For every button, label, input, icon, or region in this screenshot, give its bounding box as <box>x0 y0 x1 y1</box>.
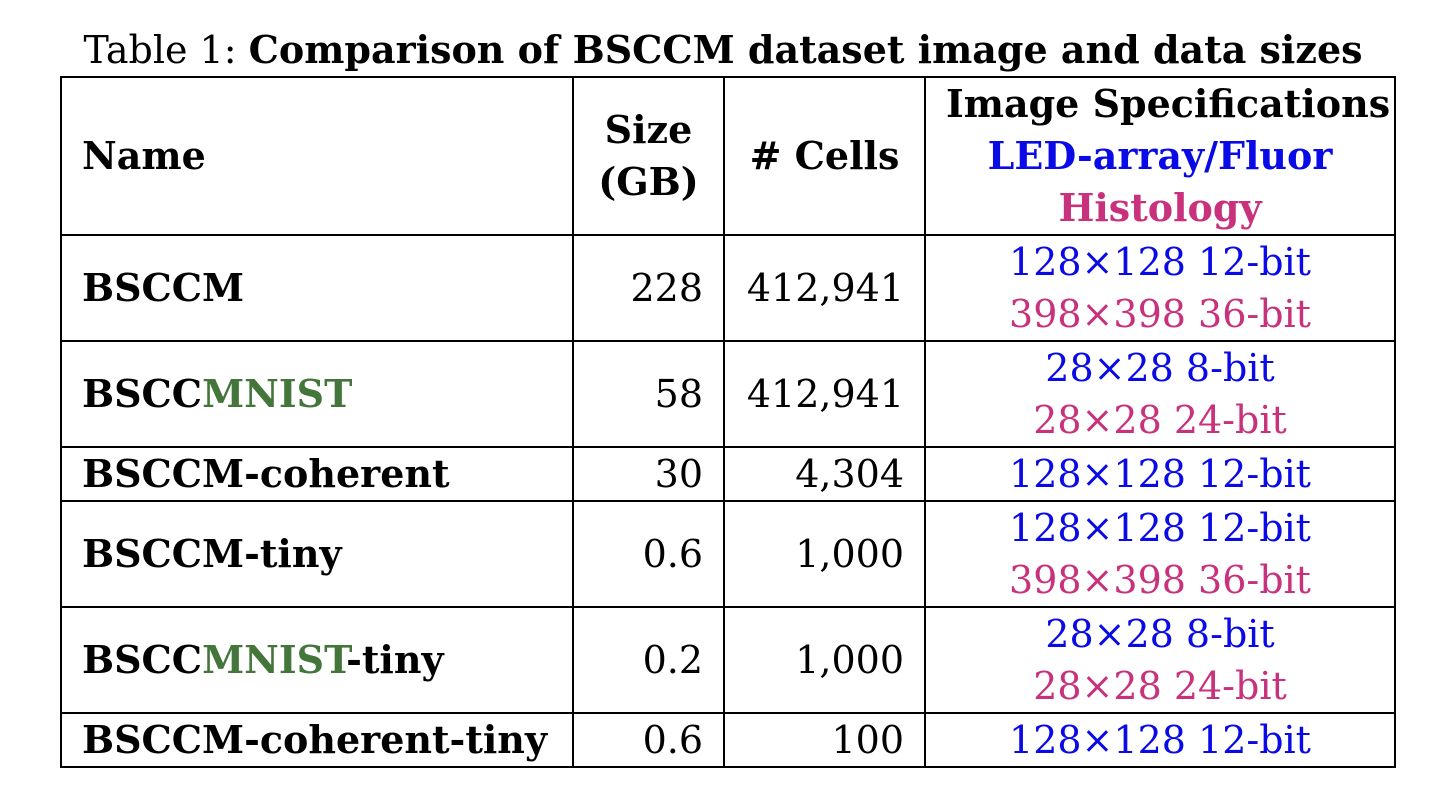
row-name: BSCCM <box>60 234 574 342</box>
row-name-text: BSCCM-tiny <box>82 531 342 576</box>
row-spec-led: 28×28 8-bit <box>1045 346 1275 390</box>
row-size: 0.6 <box>572 712 725 768</box>
row-cells: 100 <box>723 712 926 768</box>
header-spec-histology: Histology <box>1058 185 1262 230</box>
header-spec-led: LED-array/Fluor <box>987 133 1333 178</box>
row-spec: 128×128 12-bit 398×398 36-bit <box>924 234 1396 342</box>
row-cells: 4,304 <box>723 446 926 502</box>
table-caption: Table 1: Comparison of BSCCM dataset ima… <box>0 26 1446 74</box>
row-spec-led: 128×128 12-bit <box>1009 240 1311 284</box>
row-spec-histology: 398×398 36-bit <box>1009 558 1311 602</box>
header-name: Name <box>60 76 574 236</box>
row-spec: 28×28 8-bit 28×28 24-bit <box>924 606 1396 714</box>
row-name-mnist: MNIST <box>202 637 347 682</box>
row-spec: 128×128 12-bit <box>924 446 1396 502</box>
table-row: BSCCM-tiny 0.6 1,000 128×128 12-bit 398×… <box>60 500 1396 608</box>
row-name: BSCCMNIST <box>60 340 574 448</box>
row-name: BSCCM-coherent <box>60 446 574 502</box>
row-size: 0.2 <box>572 606 725 714</box>
row-spec-led: 28×28 8-bit <box>1045 612 1275 656</box>
row-name-text: BSCCM-coherent-tiny <box>82 717 548 762</box>
header-size-line2: (GB) <box>598 159 699 204</box>
row-name: BSCCM-coherent-tiny <box>60 712 574 768</box>
row-spec-led: 128×128 12-bit <box>1009 718 1311 762</box>
header-size: Size (GB) <box>572 76 725 236</box>
comparison-table: Name Size (GB) # Cells Image Specificati… <box>60 76 1396 768</box>
row-spec-led: 128×128 12-bit <box>1009 506 1311 550</box>
row-spec: 28×28 8-bit 28×28 24-bit <box>924 340 1396 448</box>
header-spec-title: Image Specifications <box>946 81 1391 126</box>
row-cells: 412,941 <box>723 340 926 448</box>
table-row: BSCCMNIST 58 412,941 28×28 8-bit 28×28 2… <box>60 340 1396 448</box>
caption-label: Table 1: <box>83 28 237 72</box>
row-size: 228 <box>572 234 725 342</box>
row-name-mnist: MNIST <box>202 371 353 416</box>
row-spec: 128×128 12-bit 398×398 36-bit <box>924 500 1396 608</box>
row-spec-histology: 28×28 24-bit <box>1033 398 1287 442</box>
header-spec: Image Specifications LED-array/Fluor His… <box>924 76 1396 236</box>
row-name-text: BSCCM <box>82 265 245 310</box>
row-cells: 1,000 <box>723 606 926 714</box>
header-row: Name Size (GB) # Cells Image Specificati… <box>60 76 1396 236</box>
row-name: BSCCMNIST-tiny <box>60 606 574 714</box>
row-size: 30 <box>572 446 725 502</box>
row-size: 58 <box>572 340 725 448</box>
table-row: BSCCMNIST-tiny 0.2 1,000 28×28 8-bit 28×… <box>60 606 1396 714</box>
table-row: BSCCM 228 412,941 128×128 12-bit 398×398… <box>60 234 1396 342</box>
row-spec-histology: 398×398 36-bit <box>1009 292 1311 336</box>
header-size-line1: Size <box>604 107 693 152</box>
row-name-suffix: -tiny <box>346 637 444 682</box>
row-name-text: BSCCM-coherent <box>82 451 450 496</box>
row-cells: 412,941 <box>723 234 926 342</box>
row-name-text: BSCC <box>82 371 203 416</box>
table-row: BSCCM-coherent-tiny 0.6 100 128×128 12-b… <box>60 712 1396 768</box>
row-name-text: BSCC <box>82 637 203 682</box>
header-cells: # Cells <box>723 76 926 236</box>
row-cells: 1,000 <box>723 500 926 608</box>
row-size: 0.6 <box>572 500 725 608</box>
row-name: BSCCM-tiny <box>60 500 574 608</box>
row-spec-histology: 28×28 24-bit <box>1033 664 1287 708</box>
row-spec: 128×128 12-bit <box>924 712 1396 768</box>
row-spec-led: 128×128 12-bit <box>1009 452 1311 496</box>
table-row: BSCCM-coherent 30 4,304 128×128 12-bit <box>60 446 1396 502</box>
caption-title: Comparison of BSCCM dataset image and da… <box>248 27 1363 72</box>
